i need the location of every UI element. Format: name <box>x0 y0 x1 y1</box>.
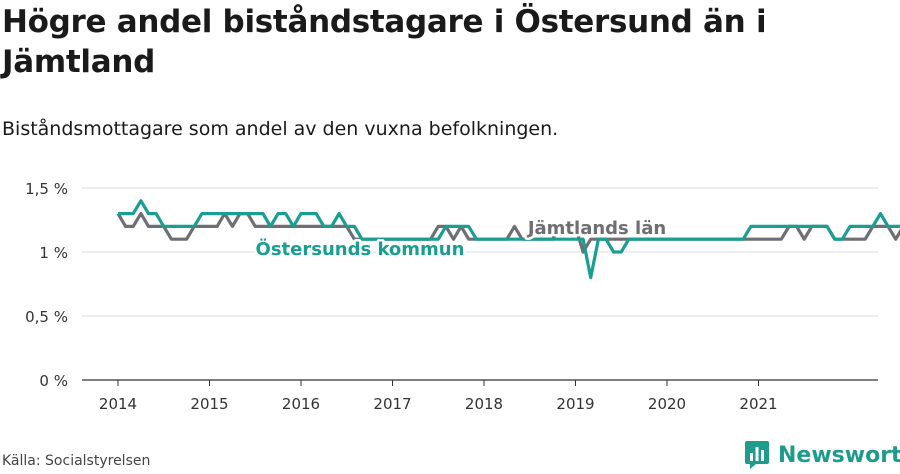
x-tick-label: 2017 <box>373 395 411 413</box>
series-name-label-ostersunds-kommun: Östersunds kommun <box>256 238 465 260</box>
brand-name: Newsworthy <box>778 442 900 468</box>
y-axis: 0 % 0,5 % 1 % 1,5 % <box>25 180 68 390</box>
series-layer <box>116 199 900 280</box>
x-tick-label: 2018 <box>465 395 503 413</box>
chart-title: Högre andel biståndstagare i Östersund ä… <box>2 4 767 80</box>
x-axis: 2014 2015 2016 2017 2018 2019 2020 2021 <box>82 379 878 413</box>
x-tick-label: 2019 <box>556 395 594 413</box>
x-tick-label: 2021 <box>739 395 777 413</box>
series-line-ostersunds-kommun <box>118 199 900 280</box>
series-name-label-jamtlands-lan: Jämtlands län <box>526 218 666 239</box>
x-tick-label: 2016 <box>282 395 320 413</box>
y-tick-label: 0 % <box>39 372 68 390</box>
x-tick-label: 2015 <box>190 395 228 413</box>
series-line-jamtlands-lan <box>116 212 900 254</box>
brand-logo[interactable]: Newsworthy <box>744 440 900 470</box>
chart-subtitle: Biståndsmottagare som andel av den vuxna… <box>2 118 559 140</box>
y-tick-label: 0,5 % <box>25 308 68 326</box>
source-note: Källa: Socialstyrelsen <box>2 453 151 469</box>
x-tick-label: 2014 <box>99 395 137 413</box>
y-tick-label: 1 % <box>39 244 68 262</box>
y-tick-label: 1,5 % <box>25 180 68 198</box>
x-tick-label: 2020 <box>648 395 686 413</box>
bar-chart-logo-icon <box>745 441 769 469</box>
grid-lines <box>82 187 878 317</box>
